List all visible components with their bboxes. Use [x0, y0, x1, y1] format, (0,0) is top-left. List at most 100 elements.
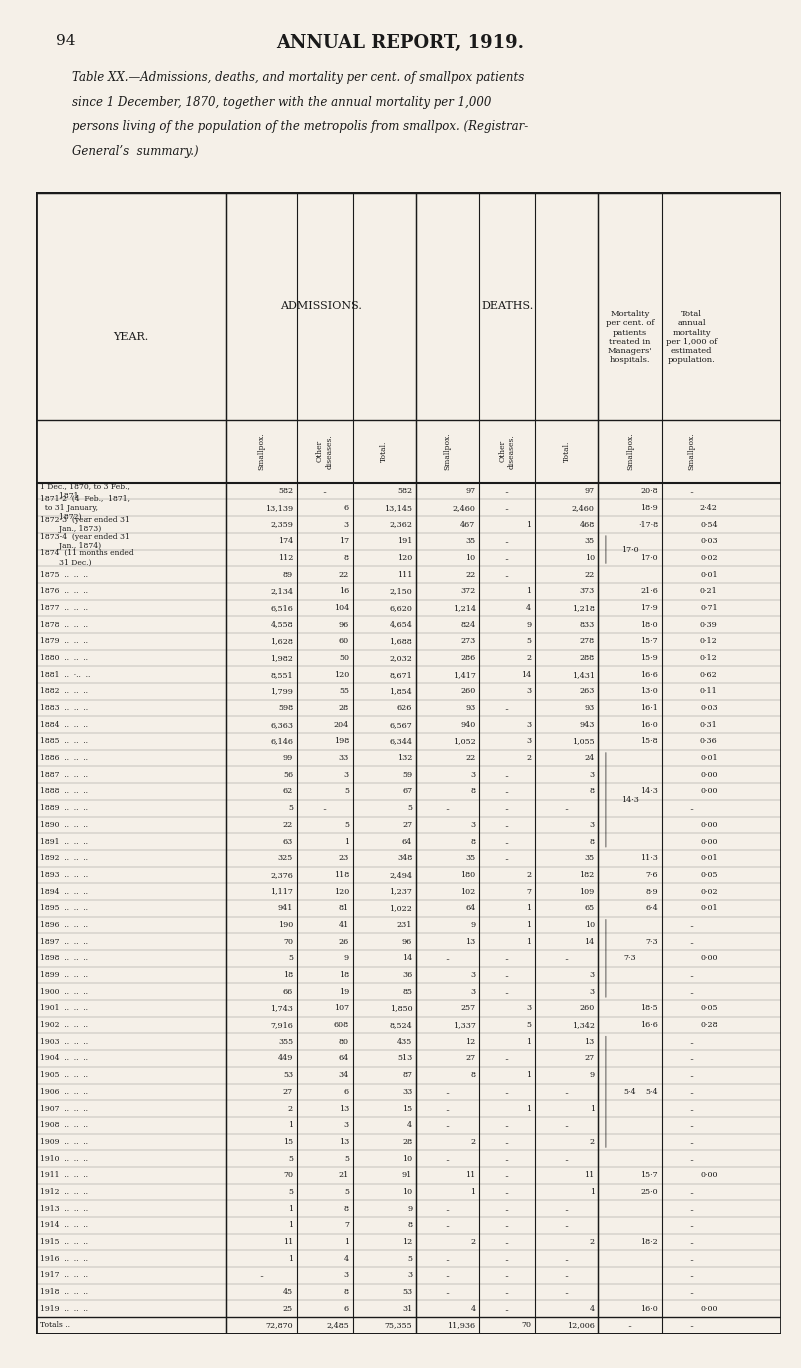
- Text: ..: ..: [689, 1238, 694, 1246]
- Text: 9: 9: [590, 1071, 594, 1079]
- Text: 1,628: 1,628: [270, 637, 293, 646]
- Text: 91: 91: [402, 1171, 413, 1179]
- Text: 2: 2: [526, 871, 531, 878]
- Text: 1892  ..  ..  ..: 1892 .. .. ..: [40, 854, 88, 862]
- Text: ..: ..: [445, 1088, 450, 1096]
- Text: 3: 3: [470, 770, 476, 778]
- Text: 1918  ..  ..  ..: 1918 .. .. ..: [40, 1289, 88, 1295]
- Text: 12: 12: [402, 1238, 413, 1246]
- Text: 1,214: 1,214: [453, 603, 476, 611]
- Text: 22: 22: [339, 570, 349, 579]
- Text: ..: ..: [689, 1222, 694, 1230]
- Text: 7·6: 7·6: [646, 871, 658, 878]
- Text: Smallpox.: Smallpox.: [687, 432, 695, 471]
- Text: 111: 111: [396, 570, 413, 579]
- Text: 16·0: 16·0: [640, 721, 658, 729]
- Text: 373: 373: [579, 587, 594, 595]
- Text: Total.: Total.: [380, 440, 388, 462]
- Text: 72,870: 72,870: [265, 1321, 293, 1330]
- Text: 3: 3: [526, 721, 531, 729]
- Text: 5: 5: [526, 637, 531, 646]
- Text: 3: 3: [526, 737, 531, 746]
- Text: 325: 325: [278, 854, 293, 862]
- Text: 0·03: 0·03: [700, 538, 718, 546]
- Text: ..: ..: [689, 1205, 694, 1212]
- Text: 6,146: 6,146: [270, 737, 293, 746]
- Text: 11: 11: [465, 1171, 476, 1179]
- Text: 0·36: 0·36: [700, 737, 718, 746]
- Text: 81: 81: [339, 904, 349, 912]
- Text: 35: 35: [585, 854, 594, 862]
- Text: 99: 99: [283, 754, 293, 762]
- Text: 15·7: 15·7: [641, 1171, 658, 1179]
- Text: 5: 5: [407, 1254, 413, 1263]
- Text: ..: ..: [689, 1187, 694, 1196]
- Text: 18: 18: [283, 971, 293, 979]
- Text: 22: 22: [283, 821, 293, 829]
- Text: 104: 104: [334, 603, 349, 611]
- Text: 0·71: 0·71: [700, 603, 718, 611]
- Text: 1886  ..  ..  ..: 1886 .. .. ..: [40, 754, 88, 762]
- Text: 10: 10: [585, 921, 594, 929]
- Text: 1884  ..  ..  ..: 1884 .. .. ..: [40, 721, 88, 729]
- Text: Smallpox.: Smallpox.: [626, 432, 634, 471]
- Text: 24: 24: [585, 754, 594, 762]
- Text: DEATHS.: DEATHS.: [481, 301, 533, 311]
- Text: 8: 8: [407, 1222, 413, 1230]
- Text: ..: ..: [505, 1171, 509, 1179]
- Text: ..: ..: [505, 503, 509, 512]
- Text: 0·39: 0·39: [700, 621, 718, 629]
- Text: ..: ..: [565, 1205, 570, 1212]
- Text: 5: 5: [344, 821, 349, 829]
- Text: ..: ..: [565, 1222, 570, 1230]
- Text: 1883  ..  ..  ..: 1883 .. .. ..: [40, 705, 88, 713]
- Text: ..: ..: [445, 1254, 450, 1263]
- Text: 20·8: 20·8: [641, 487, 658, 495]
- Text: ..: ..: [689, 937, 694, 945]
- Text: 1894  ..  ..  ..: 1894 .. .. ..: [40, 888, 88, 896]
- Text: 1: 1: [288, 1254, 293, 1263]
- Text: 2: 2: [590, 1238, 594, 1246]
- Text: 1,799: 1,799: [270, 687, 293, 695]
- Text: 6,516: 6,516: [270, 603, 293, 611]
- Text: 182: 182: [579, 871, 594, 878]
- Text: ..: ..: [689, 1071, 694, 1079]
- Text: ..: ..: [445, 955, 450, 962]
- Text: 1: 1: [590, 1187, 594, 1196]
- Text: 1913  ..  ..  ..: 1913 .. .. ..: [40, 1205, 88, 1212]
- Text: ..: ..: [322, 804, 327, 813]
- Text: 3: 3: [344, 770, 349, 778]
- Text: 2: 2: [526, 654, 531, 662]
- Text: 65: 65: [585, 904, 594, 912]
- Text: 67: 67: [402, 788, 413, 796]
- Text: 2: 2: [590, 1138, 594, 1146]
- Text: 6: 6: [344, 1305, 349, 1313]
- Text: 1,417: 1,417: [453, 670, 476, 679]
- Text: 27: 27: [283, 1088, 293, 1096]
- Text: ..: ..: [445, 1271, 450, 1279]
- Text: 16: 16: [339, 587, 349, 595]
- Text: 231: 231: [396, 921, 413, 929]
- Text: 372: 372: [461, 587, 476, 595]
- Text: 0·54: 0·54: [700, 520, 718, 528]
- Text: 8,551: 8,551: [271, 670, 293, 679]
- Text: 2: 2: [470, 1138, 476, 1146]
- Text: ..: ..: [689, 1321, 694, 1330]
- Text: 6: 6: [344, 1088, 349, 1096]
- Text: ..: ..: [628, 1321, 633, 1330]
- Text: 109: 109: [579, 888, 594, 896]
- Text: 13·0: 13·0: [640, 687, 658, 695]
- Text: 56: 56: [283, 770, 293, 778]
- Text: 21·6: 21·6: [640, 587, 658, 595]
- Text: 0·12: 0·12: [700, 637, 718, 646]
- Text: 1881  ..  ·..  ..: 1881 .. ·.. ..: [40, 670, 91, 679]
- Text: ..: ..: [689, 1104, 694, 1112]
- Text: 45: 45: [283, 1289, 293, 1295]
- Text: 35: 35: [465, 538, 476, 546]
- Text: ..: ..: [322, 487, 327, 495]
- Text: 31: 31: [402, 1305, 413, 1313]
- Text: 112: 112: [278, 554, 293, 562]
- Text: 35: 35: [585, 538, 594, 546]
- Text: 1893  ..  ..  ..: 1893 .. .. ..: [40, 871, 88, 878]
- Text: ..: ..: [505, 1205, 509, 1212]
